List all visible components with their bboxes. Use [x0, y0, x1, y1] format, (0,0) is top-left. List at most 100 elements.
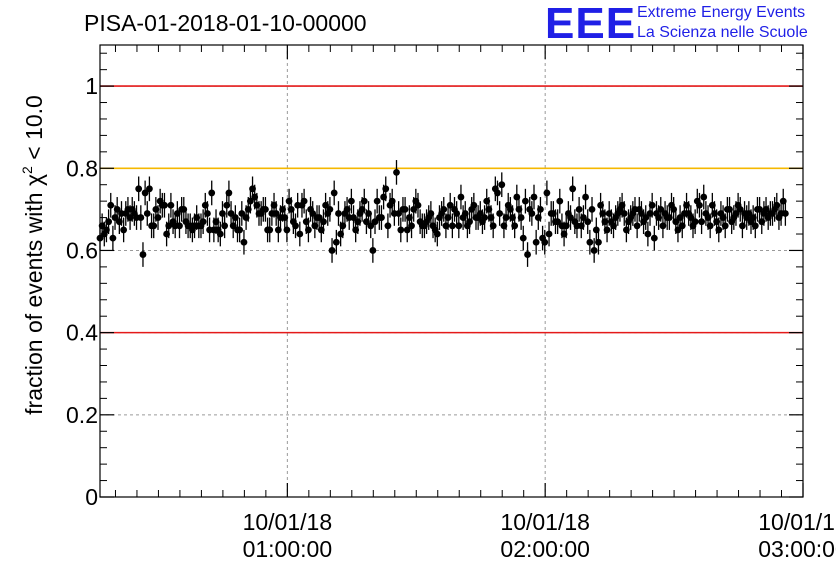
data-point — [696, 192, 703, 218]
point-marker — [371, 218, 379, 226]
data-point — [143, 201, 151, 226]
point-marker — [165, 222, 173, 230]
data-point — [137, 205, 145, 230]
data-point — [161, 192, 168, 218]
point-marker — [590, 247, 598, 254]
y-axis: 0 0.2 0.4 0.6 0.8 1 — [66, 52, 803, 510]
data-point — [543, 180, 551, 206]
point-marker — [105, 218, 112, 226]
point-marker — [530, 193, 538, 201]
point-marker — [721, 222, 729, 230]
data-point — [225, 180, 233, 206]
point-marker — [393, 168, 400, 176]
data-point — [586, 229, 594, 255]
point-marker — [691, 218, 699, 226]
data-point — [541, 229, 549, 255]
data-point — [582, 184, 589, 210]
point-marker — [236, 226, 244, 234]
data-point — [135, 176, 143, 202]
point-marker — [524, 251, 531, 258]
point-marker — [700, 193, 708, 201]
point-marker — [543, 189, 551, 197]
point-marker — [620, 210, 628, 217]
x-tick-time-label: 02:00:00 — [500, 536, 590, 562]
data-point — [736, 197, 744, 222]
plot-frame — [99, 44, 804, 498]
data-point — [440, 197, 448, 222]
point-marker — [541, 238, 549, 246]
point-marker — [586, 238, 594, 246]
data-point — [457, 184, 465, 210]
data-point — [139, 242, 147, 267]
data-point — [320, 209, 327, 235]
data-point — [433, 221, 441, 247]
point-marker — [528, 210, 536, 217]
point-marker — [455, 222, 463, 230]
data-point — [395, 201, 403, 226]
data-point — [642, 205, 650, 230]
data-point — [556, 188, 564, 214]
point-marker — [498, 181, 506, 189]
data-point — [633, 213, 641, 239]
data-point — [332, 229, 340, 255]
x-tick-date-label: 10/01/18 — [758, 509, 836, 535]
data-point — [330, 180, 338, 206]
point-marker — [751, 222, 759, 230]
point-marker — [296, 230, 304, 238]
data-point — [272, 201, 280, 226]
data-point — [150, 213, 158, 239]
point-marker — [330, 189, 338, 197]
point-marker — [161, 201, 168, 209]
data-points — [96, 160, 789, 267]
point-marker — [384, 222, 392, 230]
point-marker — [221, 222, 229, 230]
y-tick-label: 0.6 — [66, 237, 98, 263]
point-marker — [537, 205, 544, 213]
data-point — [107, 192, 115, 218]
point-marker — [446, 201, 454, 209]
point-marker — [382, 185, 390, 193]
data-point — [519, 225, 527, 251]
point-marker — [433, 230, 441, 238]
point-marker — [320, 218, 327, 226]
point-marker — [141, 189, 149, 197]
point-marker — [489, 222, 497, 230]
data-point — [522, 188, 529, 214]
data-point — [414, 192, 422, 218]
data-point — [326, 197, 334, 222]
point-marker — [107, 201, 115, 209]
point-marker — [335, 210, 342, 217]
data-point — [146, 176, 153, 202]
point-marker — [554, 218, 562, 226]
point-marker — [511, 222, 519, 230]
point-marker — [137, 214, 145, 221]
data-point — [494, 180, 501, 206]
data-point — [176, 213, 183, 239]
data-point — [698, 209, 705, 235]
point-marker — [360, 197, 368, 205]
data-point — [721, 213, 729, 239]
data-point — [575, 197, 583, 222]
point-marker — [582, 193, 589, 201]
data-point — [305, 217, 312, 243]
point-marker — [135, 185, 143, 193]
x-tick-time-label: 01:00:00 — [243, 536, 333, 562]
y-axis-label-sup: 2 — [19, 166, 35, 174]
data-point — [700, 184, 708, 210]
data-point — [537, 197, 544, 222]
point-marker — [519, 234, 527, 242]
point-marker — [143, 210, 151, 217]
point-marker — [517, 214, 525, 221]
data-point — [595, 229, 602, 255]
data-point — [167, 192, 175, 218]
point-marker — [408, 222, 415, 230]
point-marker — [650, 234, 658, 242]
plot-title: PISA-01-2018-01-10-00000 — [84, 10, 367, 36]
data-point — [751, 213, 759, 239]
point-marker — [176, 222, 183, 230]
data-point — [781, 201, 789, 226]
data-point — [371, 209, 379, 235]
data-point — [524, 242, 531, 267]
data-point — [236, 217, 244, 243]
